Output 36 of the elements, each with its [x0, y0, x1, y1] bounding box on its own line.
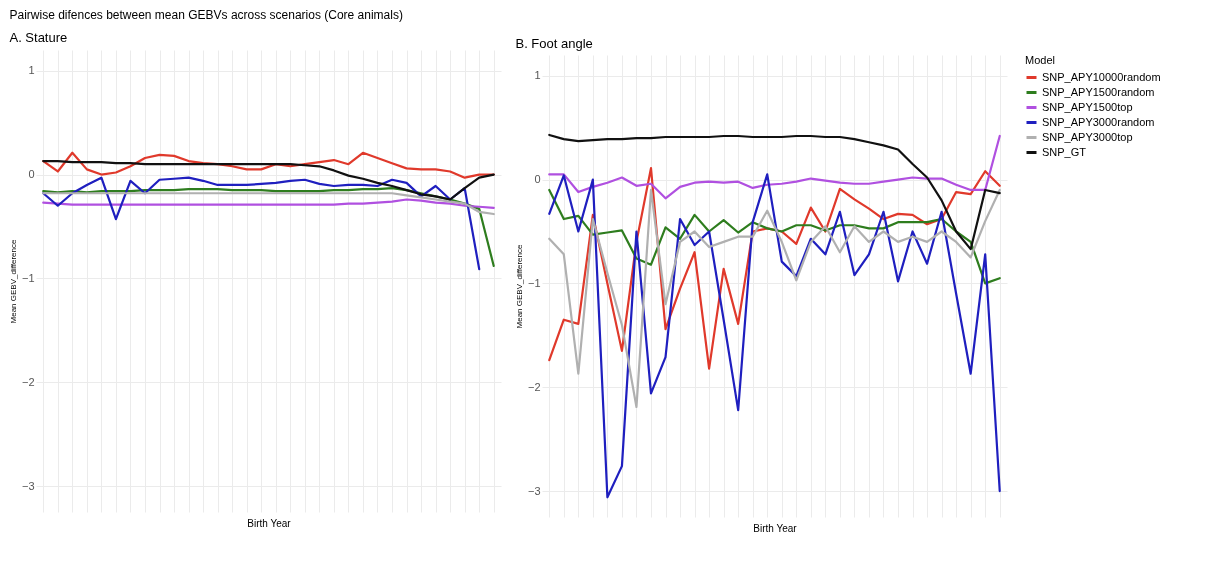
y-tick-label: 1 — [28, 64, 35, 77]
legend-label: SNP_APY3000top — [1042, 130, 1133, 143]
legend-label: SNP_APY1500top — [1042, 100, 1133, 113]
legend-label: SNP_GT — [1042, 145, 1087, 158]
legend-title: Model — [1025, 54, 1055, 66]
chart-subtitle: B. Foot angle — [515, 36, 593, 51]
line-series — [548, 188, 1001, 409]
line-series — [42, 198, 495, 209]
legend-label: SNP_APY10000random — [1042, 70, 1161, 83]
line-series — [548, 173, 1001, 499]
line-series — [548, 188, 1001, 285]
x-axis-title: Birth Year — [247, 517, 292, 529]
line-series — [548, 167, 1001, 370]
y-tick-label: 1 — [534, 69, 541, 82]
y-tick-label: −2 — [21, 375, 35, 388]
line-series — [548, 134, 1001, 200]
line-series — [548, 133, 1001, 251]
legend-label: SNP_APY1500random — [1042, 85, 1155, 98]
y-tick-label: −3 — [527, 484, 541, 497]
y-tick-label: 0 — [534, 173, 541, 186]
chart-title: Pairwise difences between mean GEBVs across scenarios (Core animals) — [9, 8, 403, 22]
y-tick-label: −2 — [527, 380, 541, 393]
y-axis-title: Mean GEBV_difference — [514, 244, 524, 329]
y-axis-title: Mean GEBV_difference — [8, 239, 18, 324]
line-series — [42, 176, 481, 271]
line-series — [42, 151, 495, 179]
y-tick-label: 0 — [28, 168, 35, 181]
x-axis-title: Birth Year — [753, 522, 798, 534]
line-series — [42, 186, 495, 268]
chart-subtitle: A. Stature — [9, 30, 68, 45]
y-tick-label: −1 — [527, 276, 541, 289]
y-tick-label: −3 — [21, 479, 35, 492]
y-tick-label: −1 — [21, 271, 35, 284]
line-series — [42, 192, 495, 216]
legend-label: SNP_APY3000random — [1042, 115, 1155, 128]
line-series — [42, 159, 495, 201]
